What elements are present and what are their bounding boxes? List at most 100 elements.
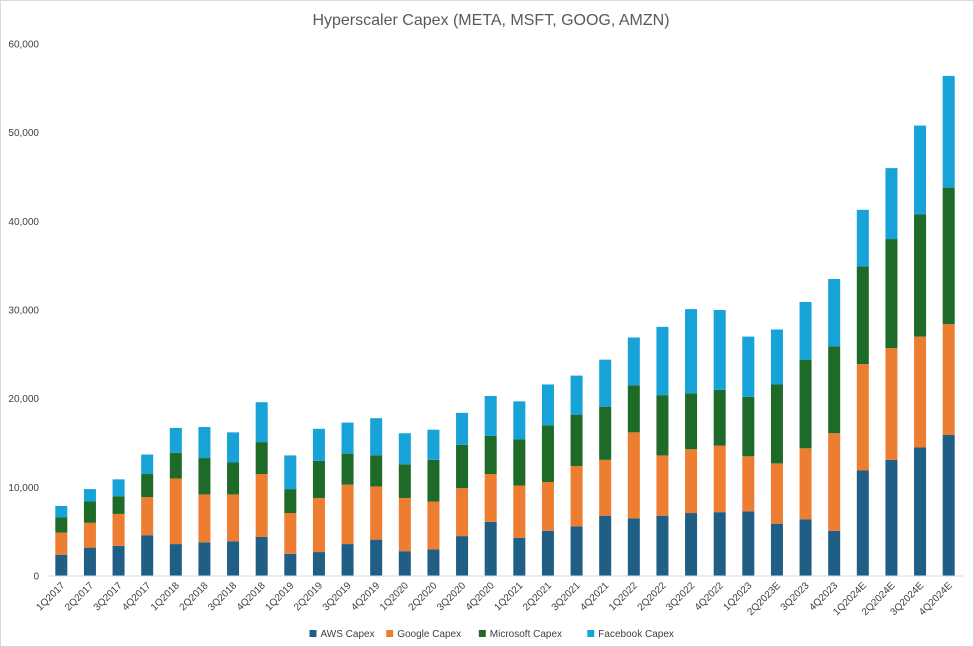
- x-tick-label: 2Q2020: [407, 580, 440, 613]
- bar-segment-facebook-capex: [770, 329, 783, 385]
- bar-segment-aws-capex: [141, 535, 154, 576]
- bar-segment-facebook-capex: [484, 396, 497, 436]
- stacked-bar-4Q2017: [141, 454, 154, 576]
- bar-segment-aws-capex: [284, 553, 297, 576]
- bar-segment-google-capex: [398, 497, 411, 552]
- stacked-bar-1Q2022: [627, 337, 640, 576]
- bar-segment-aws-capex: [484, 521, 497, 576]
- bar-segment-facebook-capex: [312, 428, 325, 461]
- bar-segment-facebook-capex: [227, 432, 240, 463]
- stacked-bar-3Q2023: [799, 302, 812, 576]
- x-tick-label: 3Q2021: [550, 580, 583, 613]
- bar-segment-google-capex: [742, 456, 755, 512]
- bar-segment-microsoft-capex: [255, 442, 268, 475]
- bar-segment-microsoft-capex: [112, 496, 125, 514]
- bar-segment-google-capex: [255, 474, 268, 537]
- legend-swatch: [478, 630, 486, 637]
- bar-segment-facebook-capex: [885, 168, 898, 240]
- bar-segment-microsoft-capex: [83, 501, 96, 523]
- x-tick-label: 2Q2018: [178, 580, 211, 613]
- stacked-bar-1Q2020: [398, 433, 411, 576]
- bar-segment-google-capex: [55, 532, 68, 555]
- stacked-bar-3Q2019: [341, 422, 354, 576]
- stacked-bar-1Q2017: [55, 505, 68, 576]
- bar-segment-aws-capex: [312, 552, 325, 576]
- x-tick-label: 1Q2018: [149, 580, 182, 613]
- stacked-bar-4Q2019: [370, 418, 383, 576]
- bar-segment-facebook-capex: [570, 375, 583, 415]
- bar-segment-facebook-capex: [370, 418, 383, 456]
- y-tick-label: 60,000: [8, 40, 39, 51]
- bar-segment-google-capex: [227, 494, 240, 542]
- bar-segment-google-capex: [312, 497, 325, 553]
- bars-group: [55, 75, 955, 576]
- stacked-bar-4Q2020: [484, 396, 497, 576]
- bar-segment-aws-capex: [656, 515, 669, 576]
- x-tick-label: 1Q2022: [607, 580, 640, 613]
- bar-segment-facebook-capex: [942, 75, 955, 188]
- x-tick-label: 4Q2021: [578, 580, 611, 613]
- bar-segment-microsoft-capex: [570, 414, 583, 467]
- x-tick-label: 3Q2020: [435, 580, 468, 613]
- bar-segment-aws-capex: [341, 544, 354, 576]
- bar-segment-microsoft-capex: [942, 187, 955, 325]
- bar-segment-facebook-capex: [685, 309, 698, 394]
- x-tick-label: 2Q2021: [521, 580, 554, 613]
- bar-segment-microsoft-capex: [627, 385, 640, 433]
- bar-segment-aws-capex: [456, 536, 469, 576]
- bar-segment-aws-capex: [169, 544, 182, 576]
- bar-segment-facebook-capex: [541, 384, 554, 426]
- bar-segment-facebook-capex: [856, 209, 869, 267]
- legend: AWS Capex Google Capex Microsoft Capex Face…: [309, 629, 674, 640]
- bar-segment-aws-capex: [570, 526, 583, 576]
- stacked-bar-3Q2024E: [914, 125, 927, 576]
- bar-segment-facebook-capex: [284, 455, 297, 490]
- bar-segment-facebook-capex: [141, 454, 154, 475]
- legend-swatch: [587, 630, 595, 637]
- bar-segment-facebook-capex: [599, 359, 612, 407]
- bar-segment-aws-capex: [83, 547, 96, 576]
- stacked-bar-2Q2020: [427, 429, 440, 576]
- stacked-bar-2Q2018: [198, 427, 211, 576]
- bar-segment-google-capex: [627, 432, 640, 519]
- x-tick-label: 1Q2019: [263, 580, 296, 613]
- y-tick-label: 20,000: [8, 394, 39, 405]
- bar-segment-google-capex: [685, 449, 698, 514]
- chart-title: Hyperscaler Capex (META, MSFT, GOOG, AMZ…: [312, 12, 669, 29]
- bar-segment-facebook-capex: [799, 302, 812, 360]
- stacked-bar-4Q2022: [713, 310, 726, 576]
- bar-segment-google-capex: [341, 484, 354, 545]
- bar-segment-google-capex: [141, 497, 154, 536]
- legend-item-google-capex: Google Capex: [386, 629, 461, 640]
- bar-segment-aws-capex: [799, 519, 812, 576]
- bar-segment-microsoft-capex: [656, 395, 669, 456]
- x-tick-label: 3Q2018: [206, 580, 239, 613]
- bar-segment-google-capex: [713, 445, 726, 513]
- x-tick-label: 4Q2020: [464, 580, 497, 613]
- bar-segment-google-capex: [914, 336, 927, 448]
- bar-segment-microsoft-capex: [742, 396, 755, 457]
- legend-label: Facebook Capex: [598, 629, 674, 640]
- bar-segment-microsoft-capex: [370, 455, 383, 487]
- bar-segment-google-capex: [828, 433, 841, 531]
- x-tick-label: 3Q2023: [779, 580, 812, 613]
- bar-segment-google-capex: [656, 455, 669, 516]
- bar-segment-google-capex: [770, 463, 783, 524]
- legend-label: Microsoft Capex: [490, 629, 562, 640]
- bar-segment-microsoft-capex: [341, 453, 354, 485]
- bar-segment-aws-capex: [599, 515, 612, 576]
- bar-segment-microsoft-capex: [914, 214, 927, 337]
- stacked-bar-2Q2019: [312, 428, 325, 576]
- bar-segment-microsoft-capex: [770, 384, 783, 464]
- y-tick-label: 0: [33, 572, 39, 583]
- bar-segment-facebook-capex: [198, 427, 211, 459]
- bar-segment-facebook-capex: [656, 326, 669, 396]
- bar-segment-aws-capex: [198, 542, 211, 576]
- bar-segment-microsoft-capex: [284, 489, 297, 514]
- bar-segment-aws-capex: [685, 513, 698, 576]
- stacked-bar-4Q2024E: [942, 75, 955, 576]
- legend-item-facebook-capex: Facebook Capex: [587, 629, 674, 640]
- bar-segment-google-capex: [484, 474, 497, 522]
